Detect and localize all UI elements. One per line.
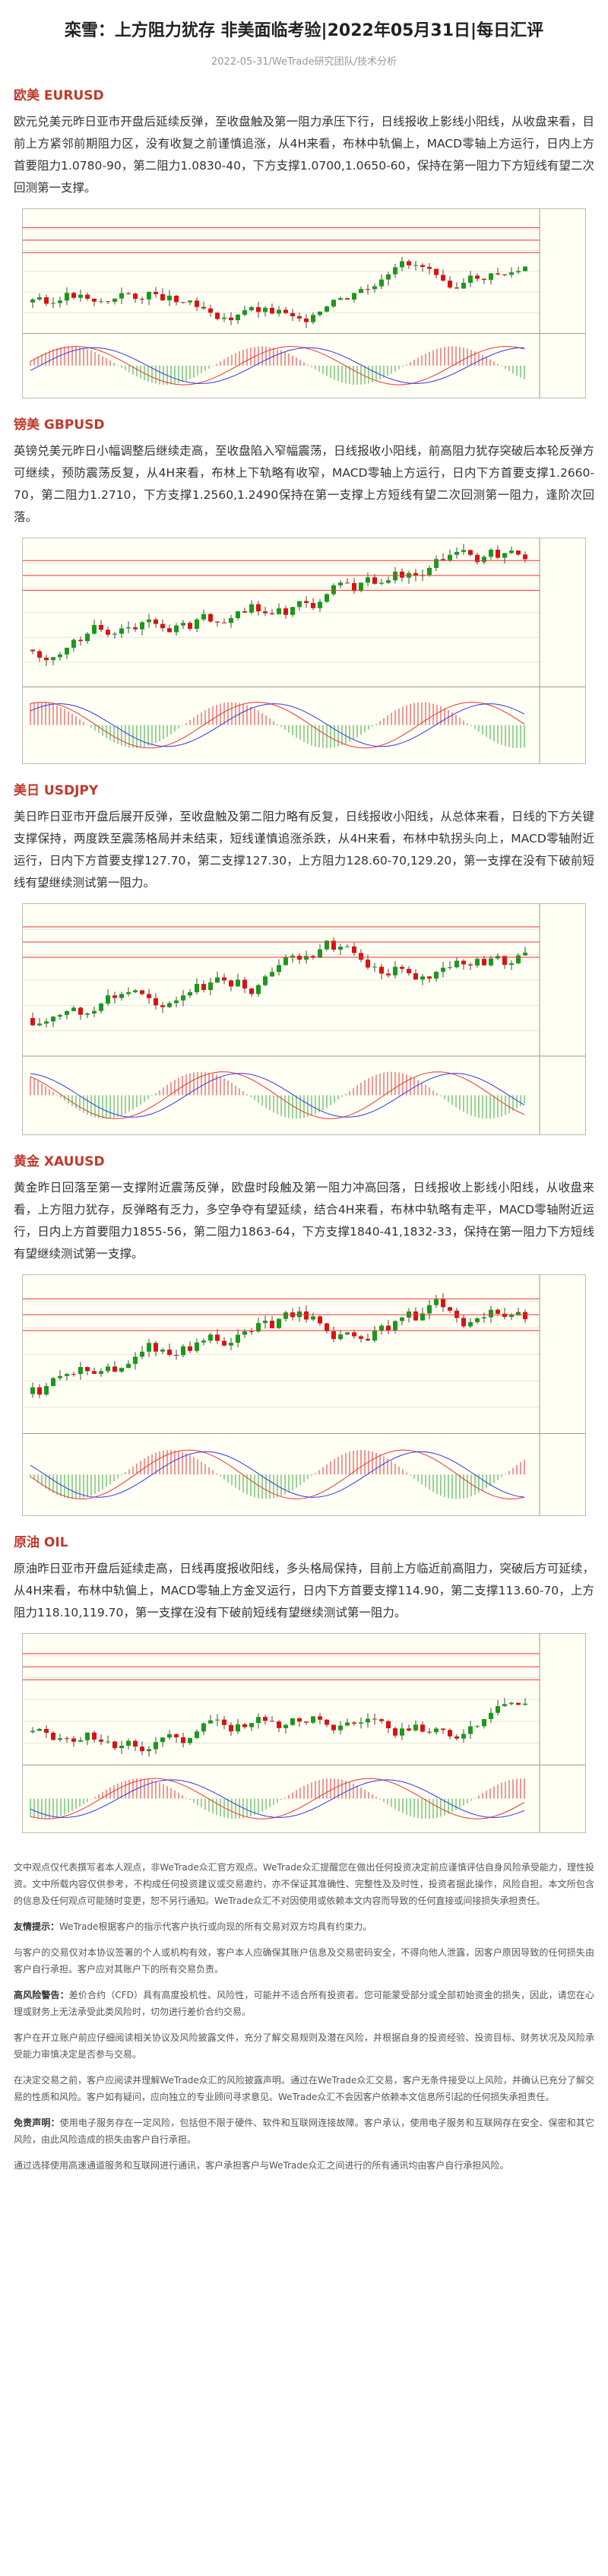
- disclaimer-paragraph: 免责声明：使用电子服务存在一定风险，包括但不限于硬件、软件和互联网连接故障。客户…: [14, 2114, 594, 2148]
- disclaimer-paragraph: 高风险警告：差价合约（CFD）具有高度投机性、风险性，可能并不适合所有投资者。您…: [14, 1987, 594, 2020]
- disclaimer-text: 使用电子服务存在一定风险，包括但不限于硬件、软件和互联网连接故障。客户承认，使用…: [14, 2118, 594, 2145]
- chart-image: [22, 208, 586, 398]
- disclaimer-text: 在决定交易之前，客户应阅读并理解WeTrade众汇的风险披露声明。通过在WeTr…: [14, 2075, 594, 2102]
- disclaimer-lead: 高风险警告：: [14, 1990, 69, 2000]
- disclaimer-lead: 免责声明：: [14, 2118, 60, 2128]
- article: 栾雪：上方阻力犹存 非美面临考验|2022年05月31日|每日汇评 2022-0…: [14, 21, 594, 2174]
- disclaimer-paragraph: 客户在开立账户前应仔细阅读相关协议及风险披露文件，充分了解交易规则及潜在风险，并…: [14, 2029, 594, 2063]
- section-heading: 镑美 GBPUSD: [14, 417, 105, 433]
- chart-image: [22, 538, 586, 764]
- disclaimer-text: 客户在开立账户前应仔细阅读相关协议及风险披露文件，充分了解交易规则及潜在风险，并…: [14, 2032, 594, 2060]
- disclaimer-text: 通过选择使用高速通道服务和互联网进行通讯，客户承担客户与WeTrade众汇之间进…: [14, 2160, 509, 2171]
- section-text: 黄金昨日回落至第一支撑附近震荡反弹，欧盘时段触及第一阻力冲高回落，日线报收上影线…: [14, 1181, 594, 1261]
- disclaimer: 文中观点仅代表撰写者本人观点，非WeTrade众汇官方观点。WeTrade众汇提…: [14, 1859, 594, 2174]
- section-heading: 欧美 EURUSD: [14, 88, 104, 103]
- section-heading: 美日 USDJPY: [14, 783, 99, 798]
- disclaimer-text: 文中观点仅代表撰写者本人观点，非WeTrade众汇官方观点。WeTrade众汇提…: [14, 1862, 594, 1906]
- disclaimer-paragraph: 文中观点仅代表撰写者本人观点，非WeTrade众汇官方观点。WeTrade众汇提…: [14, 1859, 594, 1909]
- chart-image: [22, 1274, 586, 1516]
- section-heading: 黄金 XAUUSD: [14, 1154, 105, 1169]
- disclaimer-paragraph: 通过选择使用高速通道服务和互联网进行通讯，客户承担客户与WeTrade众汇之间进…: [14, 2157, 594, 2174]
- disclaimer-paragraph: 与客户的交易仅对本协议签署的个人或机构有效，客户本人应确保其账户信息及交易密码安…: [14, 1944, 594, 1978]
- disclaimer-paragraph: 友情提示：WeTrade根据客户的指示代客户执行或向现的所有交易对双方均具有约束…: [14, 1918, 594, 1935]
- section-text: 欧元兑美元昨日亚市开盘后延续反弹，至收盘触及第一阻力承压下行，日线报收上影线小阳…: [14, 115, 594, 195]
- section-text: 美日昨日亚市开盘后展开反弹，至收盘触及第二阻力略有反复，日线报收小阳线，从总体来…: [14, 810, 594, 890]
- meta: 2022-05-31/WeTrade研究团队/技术分析: [211, 56, 397, 68]
- disclaimer-lead: 友情提示：: [14, 1921, 60, 1932]
- section-heading: 原油 OIL: [14, 1535, 68, 1550]
- title: 栾雪：上方阻力犹存 非美面临考验|2022年05月31日|每日汇评: [64, 21, 544, 40]
- disclaimer-text: WeTrade根据客户的指示代客户执行或向现的所有交易对双方均具有约束力。: [59, 1921, 372, 1932]
- section-text: 英镑兑美元昨日小幅调整后继续走高，至收盘陷入窄幅震荡，日线报收小阳线，前高阻力犹…: [14, 444, 594, 524]
- disclaimer-text: 差价合约（CFD）具有高度投机性、风险性，可能并不适合所有投资者。您可能蒙受部分…: [14, 1990, 594, 2017]
- disclaimer-text: 与客户的交易仅对本协议签署的个人或机构有效，客户本人应确保其账户信息及交易密码安…: [14, 1947, 594, 1975]
- chart-image: [22, 903, 586, 1135]
- disclaimer-paragraph: 在决定交易之前，客户应阅读并理解WeTrade众汇的风险披露声明。通过在WeTr…: [14, 2072, 594, 2105]
- section-text: 原油昨日亚市开盘后延续走高，日线再度报收阳线，多头格局保持，目前上方临近前高阻力…: [14, 1562, 594, 1620]
- chart-image: [22, 1633, 586, 1833]
- sections: 欧美 EURUSD 欧元兑美元昨日亚市开盘后延续反弹，至收盘触及第一阻力承压下行，…: [14, 84, 594, 1833]
